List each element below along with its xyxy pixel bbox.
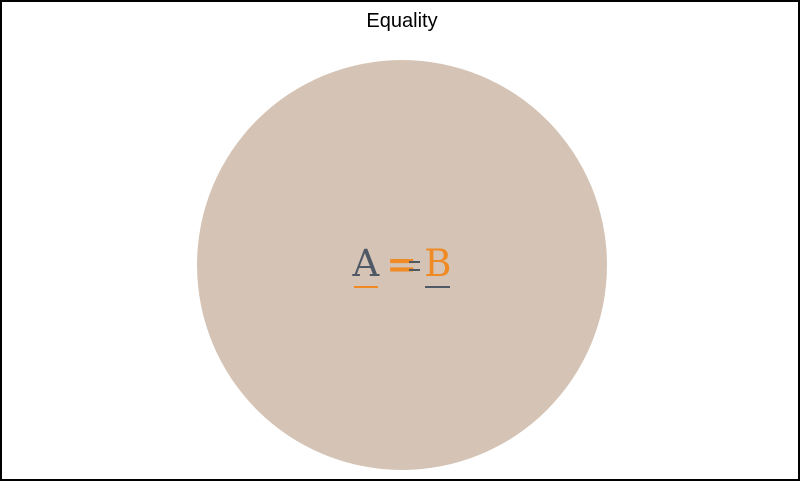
right-term-underline	[425, 286, 451, 288]
diagram-title: Equality	[366, 10, 438, 32]
equals-symbol: =	[386, 242, 418, 286]
left-term: A	[352, 238, 380, 290]
equation: A = B	[2, 238, 800, 294]
equals-shadow-bottom	[409, 269, 421, 271]
right-term-letter: B	[424, 242, 452, 285]
left-term-letter: A	[352, 242, 380, 285]
equality-circle	[197, 60, 607, 470]
equals-sign: =	[386, 238, 421, 290]
equals-shadow-top	[409, 261, 421, 263]
right-term: B	[424, 238, 451, 290]
left-term-underline	[353, 286, 379, 288]
